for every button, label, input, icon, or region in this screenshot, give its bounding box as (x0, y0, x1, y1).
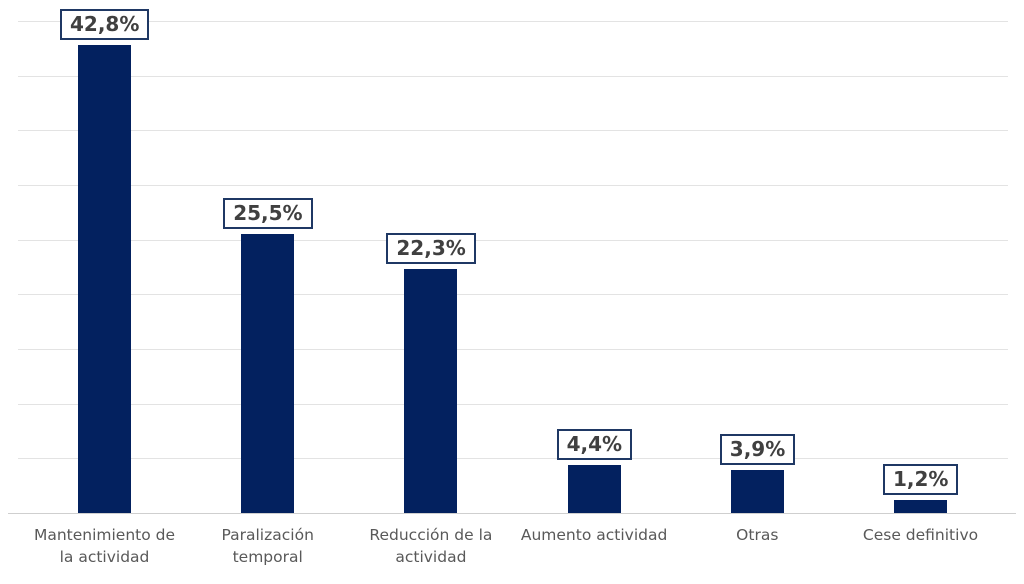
gridline-10 (18, 403, 1008, 405)
bar-5 (894, 499, 947, 513)
category-label-4: Otras (736, 526, 779, 544)
data-label-4: 3,9% (719, 434, 796, 466)
gridline-15 (18, 349, 1008, 350)
bar-0 (78, 45, 131, 513)
gridline-20 (18, 294, 1008, 296)
bar-1 (241, 234, 295, 513)
data-label-5: 1,2% (883, 463, 959, 495)
gridline-40 (18, 75, 1008, 77)
data-label-3: 4,4% (556, 428, 633, 460)
gridline-30 (18, 185, 1008, 186)
gridline-25 (18, 239, 1008, 241)
bar-4 (730, 470, 784, 513)
data-label-0: 42,8% (60, 9, 150, 41)
bar-2 (404, 269, 458, 513)
x-axis-line (8, 513, 1016, 514)
category-label-3: Aumento actividad (520, 526, 668, 544)
category-label-5: Cese definitivo (862, 526, 979, 544)
gridline-5 (18, 458, 1008, 460)
data-label-2: 22,3% (386, 233, 476, 265)
data-label-1: 25,5% (223, 198, 313, 230)
category-label-1: Paralización temporal (221, 526, 314, 566)
gridline-45 (18, 21, 1008, 22)
bar-3 (567, 464, 621, 513)
category-label-2: Reducción de la actividad (369, 526, 493, 566)
gridline-35 (18, 130, 1008, 132)
category-label-0: Mantenimiento de la actividad (33, 526, 176, 566)
